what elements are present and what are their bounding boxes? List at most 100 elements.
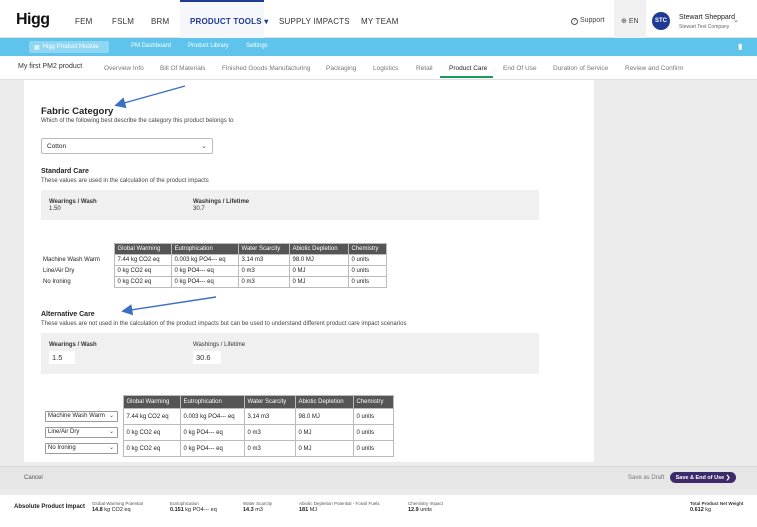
cell-water-scarcity: 0 m3 [243, 424, 296, 441]
language-selector[interactable]: ⊕ EN [621, 17, 639, 25]
col-eutrophication: Eutrophication [170, 243, 239, 255]
std-washings-label: Washings / Lifetime [193, 199, 250, 205]
tab-product-care[interactable]: Product Care [449, 65, 488, 72]
standard-care-summary [41, 190, 539, 220]
standard-care-description: These values are used in the calculation… [41, 178, 209, 184]
settings-link[interactable]: Settings [246, 43, 268, 49]
metric-number: 12.9 [408, 507, 419, 513]
product-library-link[interactable]: Product Library [188, 43, 229, 49]
cell-abiotic-depletion: 0 MJ [288, 276, 349, 288]
cell-abiotic-depletion: 0 MJ [288, 265, 349, 277]
row-label: Machine Wash Warm [43, 257, 100, 263]
user-name[interactable]: Stewart Sheppard [679, 14, 736, 21]
standard-care-heading: Standard Care [41, 168, 89, 175]
metric-number: 181 [299, 507, 309, 513]
metric-label: Abiotic Depletion Potential - Fossil Fue… [299, 501, 380, 506]
alternative-care-summary [41, 333, 539, 374]
save-as-draft-button[interactable]: Save as Draft [628, 475, 665, 481]
alt-wearings-label: Wearings / Wash [49, 342, 97, 348]
cancel-button[interactable]: Cancel [24, 475, 43, 481]
tab-logistics[interactable]: Logistics [373, 65, 399, 72]
higg-logo[interactable]: Higg [16, 11, 50, 28]
save-and-next-button[interactable]: Save & End of Use ❯ [670, 472, 736, 483]
language-selector-bg [614, 0, 646, 38]
support-link[interactable]: ? Support [571, 17, 604, 25]
care-option-value: Machine Wash Warm [48, 413, 105, 419]
tab-bill-of-materials[interactable]: Bill Of Materials [160, 65, 206, 72]
user-menu-chevron-icon[interactable]: ⌄ [733, 17, 739, 24]
table-row: Machine Wash Warm 7.44 kg CO2 eq 0.003 k… [41, 254, 387, 266]
total-weight: Total Product Net Weight 0.612 kg [686, 499, 757, 515]
std-wearings-label: Wearings / Wash [49, 199, 97, 205]
cell-global-warming: 0 kg CO2 eq [122, 424, 181, 441]
nav-product-tools[interactable]: PRODUCT TOOLS ▾ [190, 17, 268, 26]
action-bar [0, 466, 757, 489]
cell-eutrophication: 0 kg PO4--- eq [179, 424, 245, 441]
table-row: No Ironing 0 kg CO2 eq 0 kg PO4--- eq 0 … [41, 276, 387, 288]
cell-eutrophication: 0.003 kg PO4--- eq [179, 408, 245, 425]
cell-abiotic-depletion: 0 MJ [294, 440, 354, 457]
nav-supply-impacts[interactable]: SUPPLY IMPACTS [279, 17, 350, 26]
step-tabs [0, 56, 757, 80]
col-water-scarcity: Water Scarcity [243, 395, 296, 409]
cell-eutrophication: 0.003 kg PO4--- eq [170, 254, 239, 266]
absolute-impact-title: Absolute Product Impact [14, 504, 86, 510]
metric-unit: MJ [309, 507, 318, 513]
alt-wearings-input[interactable]: 1.5 [49, 351, 75, 364]
pm-dashboard-link[interactable]: PM Dashboard [131, 43, 172, 49]
alt-washings-input[interactable]: 30.6 [193, 351, 221, 364]
metric-number: 14.3 [243, 507, 254, 513]
alternative-care-description: These values are not used in the calcula… [41, 321, 407, 327]
cell-abiotic-depletion: 0 MJ [294, 424, 354, 441]
language-label: EN [628, 18, 639, 25]
globe-icon: ⊕ [621, 18, 627, 25]
col-chemistry: Chemistry [352, 395, 394, 409]
tab-packaging[interactable]: Packaging [326, 65, 357, 72]
tab-finished-goods-manufacturing[interactable]: Finished Goods Manufacturing [222, 65, 311, 72]
module-bar [0, 38, 757, 56]
care-option-select[interactable]: Line/Air Dry ⌄ [45, 427, 118, 438]
chevron-down-icon: ⌄ [108, 413, 114, 419]
care-option-select[interactable]: No Ironing ⌄ [45, 443, 118, 454]
cell-abiotic-depletion: 98.0 MJ [294, 408, 354, 425]
cell-chemistry: 0 units [352, 440, 394, 457]
row-label: No Ironing [43, 279, 71, 285]
save-and-next-label: Save & End of Use [675, 474, 725, 481]
care-option-select[interactable]: Machine Wash Warm ⌄ [45, 411, 118, 422]
cell-water-scarcity: 3.14 m3 [243, 408, 296, 425]
fabric-category-select[interactable]: Cotton ⌄ [41, 138, 213, 154]
chevron-down-icon: ⌄ [108, 445, 114, 451]
cell-chemistry: 0 units [347, 265, 387, 277]
cell-water-scarcity: 0 m3 [237, 265, 290, 277]
alternative-care-table: Global Warming Eutrophication Water Scar… [43, 395, 394, 457]
tab-duration-of-service[interactable]: Duration of Service [553, 65, 609, 72]
standard-care-table: Global Warming Eutrophication Water Scar… [41, 243, 387, 288]
tab-retail[interactable]: Retail [416, 65, 433, 72]
metric-number: 0.151 [170, 507, 184, 513]
nav-fslm[interactable]: FSLM [112, 17, 135, 26]
avatar[interactable]: STC [652, 12, 670, 30]
tab-overview-info[interactable]: Overview Info [104, 65, 144, 72]
sidebar-toggle-icon[interactable]: ▮ [738, 42, 743, 51]
nav-fem[interactable]: FEM [75, 17, 93, 26]
metric-unit: kg CO2 eq [104, 507, 131, 513]
col-eutrophication: Eutrophication [179, 395, 245, 409]
user-company: Stewart Test Company [679, 24, 730, 30]
module-label: Higg Product Module [42, 44, 99, 50]
row-select-cell: Line/Air Dry ⌄ [43, 425, 123, 441]
col-global-warming: Global Warming [113, 243, 172, 255]
nav-my-team[interactable]: MY TEAM [361, 17, 399, 26]
cell-global-warming: 7.44 kg CO2 eq [122, 408, 181, 425]
cell-chemistry: 0 units [347, 276, 387, 288]
col-abiotic-depletion: Abiotic Depletion [288, 243, 349, 255]
metric-value: 14.8 kg CO2 eq [92, 507, 131, 513]
nav-brm[interactable]: BRM [151, 17, 170, 26]
total-weight-unit: kg [705, 507, 712, 513]
total-weight-number: 0.612 [690, 507, 704, 513]
module-switcher[interactable]: ▦ Higg Product Module [29, 41, 109, 53]
absolute-impact-bar [0, 495, 757, 527]
metric-number: 14.8 [92, 507, 103, 513]
product-tools-active-bg [180, 0, 264, 38]
tab-end-of-use[interactable]: End Of Use [503, 65, 537, 72]
tab-review-and-confirm[interactable]: Review and Confirm [625, 65, 684, 72]
